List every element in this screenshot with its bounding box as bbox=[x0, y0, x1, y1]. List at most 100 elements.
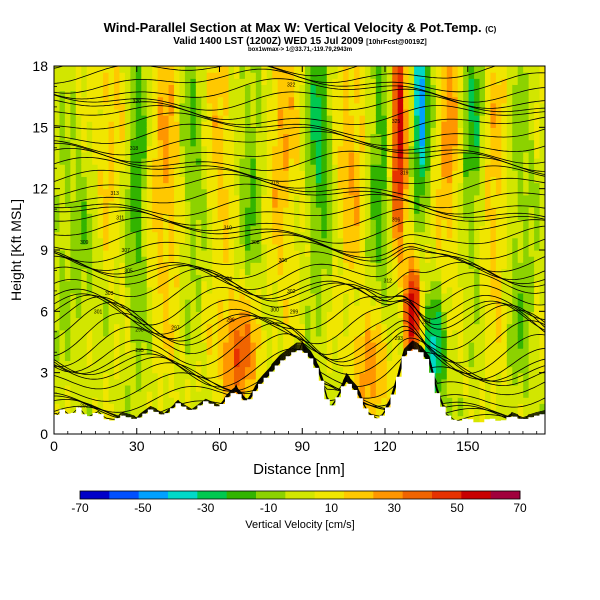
velocity-cell bbox=[119, 342, 126, 349]
velocity-cell bbox=[163, 391, 170, 398]
velocity-cell bbox=[146, 348, 153, 355]
velocity-cell bbox=[168, 84, 175, 92]
velocity-cell bbox=[239, 139, 246, 147]
velocity-cell bbox=[495, 335, 502, 343]
velocity-cell bbox=[441, 384, 448, 392]
velocity-cell bbox=[277, 329, 284, 337]
velocity-cell bbox=[124, 200, 131, 208]
velocity-cell bbox=[124, 372, 131, 380]
velocity-cell bbox=[174, 115, 181, 122]
velocity-cell bbox=[59, 256, 66, 263]
velocity-cell bbox=[364, 268, 372, 276]
velocity-cell bbox=[468, 256, 475, 263]
velocity-cell bbox=[359, 84, 366, 92]
velocity-cell bbox=[135, 219, 142, 227]
velocity-cell bbox=[108, 84, 115, 92]
velocity-cell bbox=[130, 262, 137, 269]
velocity-cell bbox=[108, 274, 115, 282]
velocity-cell bbox=[495, 200, 502, 208]
velocity-cell bbox=[179, 348, 186, 355]
velocity-cell bbox=[430, 84, 437, 92]
velocity-cell bbox=[108, 115, 115, 122]
velocity-cell bbox=[294, 225, 301, 233]
velocity-cell bbox=[474, 354, 481, 361]
velocity-cell bbox=[261, 262, 268, 269]
velocity-cell bbox=[321, 127, 328, 135]
velocity-cell bbox=[435, 378, 442, 386]
velocity-cell bbox=[452, 262, 459, 269]
velocity-cell bbox=[452, 305, 459, 312]
velocity-cell bbox=[321, 292, 328, 300]
velocity-cell bbox=[310, 274, 317, 282]
velocity-cell bbox=[212, 127, 219, 135]
velocity-cell bbox=[184, 378, 191, 386]
velocity-cell bbox=[184, 182, 191, 190]
velocity-cell bbox=[501, 200, 508, 208]
velocity-cell bbox=[337, 231, 344, 239]
velocity-cell bbox=[446, 90, 453, 98]
velocity-cell bbox=[501, 219, 508, 227]
velocity-cell bbox=[392, 213, 399, 220]
velocity-cell bbox=[457, 115, 464, 122]
velocity-cell bbox=[364, 250, 372, 257]
velocity-cell bbox=[457, 299, 464, 306]
velocity-cell bbox=[408, 329, 415, 337]
velocity-cell bbox=[212, 243, 219, 251]
velocity-cell bbox=[359, 256, 366, 263]
velocity-cell bbox=[348, 262, 355, 269]
velocity-cell bbox=[375, 372, 382, 380]
velocity-cell bbox=[244, 158, 251, 165]
velocity-cell bbox=[452, 280, 459, 288]
velocity-cell bbox=[397, 158, 404, 165]
velocity-cell bbox=[206, 90, 213, 98]
velocity-cell bbox=[244, 348, 251, 355]
velocity-cell bbox=[124, 360, 131, 368]
velocity-cell bbox=[206, 342, 213, 349]
velocity-cell bbox=[348, 84, 355, 92]
velocity-cell bbox=[108, 280, 115, 288]
velocity-cell bbox=[326, 237, 333, 245]
velocity-cell bbox=[272, 354, 279, 361]
velocity-cell bbox=[97, 348, 104, 355]
velocity-cell bbox=[457, 90, 464, 98]
velocity-cell bbox=[294, 188, 301, 196]
velocity-cell bbox=[146, 219, 153, 227]
velocity-cell bbox=[315, 262, 322, 269]
velocity-cell bbox=[234, 164, 241, 171]
velocity-cell bbox=[299, 213, 306, 220]
velocity-cell bbox=[479, 90, 486, 98]
velocity-cell bbox=[59, 176, 66, 184]
velocity-cell bbox=[419, 115, 426, 122]
velocity-cell bbox=[430, 108, 437, 116]
velocity-cell bbox=[201, 176, 208, 184]
velocity-cell bbox=[446, 127, 453, 135]
velocity-cell bbox=[457, 145, 464, 153]
velocity-cell bbox=[359, 188, 366, 196]
velocity-cell bbox=[288, 90, 295, 98]
velocity-cell bbox=[446, 151, 453, 159]
velocity-cell bbox=[266, 274, 273, 282]
velocity-cell bbox=[75, 108, 82, 116]
velocity-cell bbox=[501, 250, 508, 257]
velocity-cell bbox=[310, 127, 317, 135]
velocity-cell bbox=[266, 219, 273, 227]
velocity-cell bbox=[321, 200, 328, 208]
velocity-cell bbox=[397, 188, 404, 196]
velocity-cell bbox=[174, 121, 181, 128]
velocity-cell bbox=[392, 243, 399, 251]
velocity-cell bbox=[381, 78, 388, 85]
velocity-cell bbox=[206, 311, 213, 319]
velocity-cell bbox=[474, 66, 481, 73]
velocity-cell bbox=[59, 225, 66, 233]
velocity-cell bbox=[261, 151, 268, 159]
velocity-cell bbox=[195, 329, 202, 337]
velocity-cell bbox=[430, 323, 437, 331]
velocity-cell bbox=[114, 317, 121, 325]
velocity-cell bbox=[283, 305, 290, 312]
velocity-cell bbox=[277, 280, 284, 288]
velocity-cell bbox=[130, 102, 137, 110]
velocity-cell bbox=[326, 280, 333, 288]
velocity-cell bbox=[130, 225, 137, 233]
velocity-cell bbox=[124, 256, 131, 263]
velocity-cell bbox=[375, 378, 382, 386]
